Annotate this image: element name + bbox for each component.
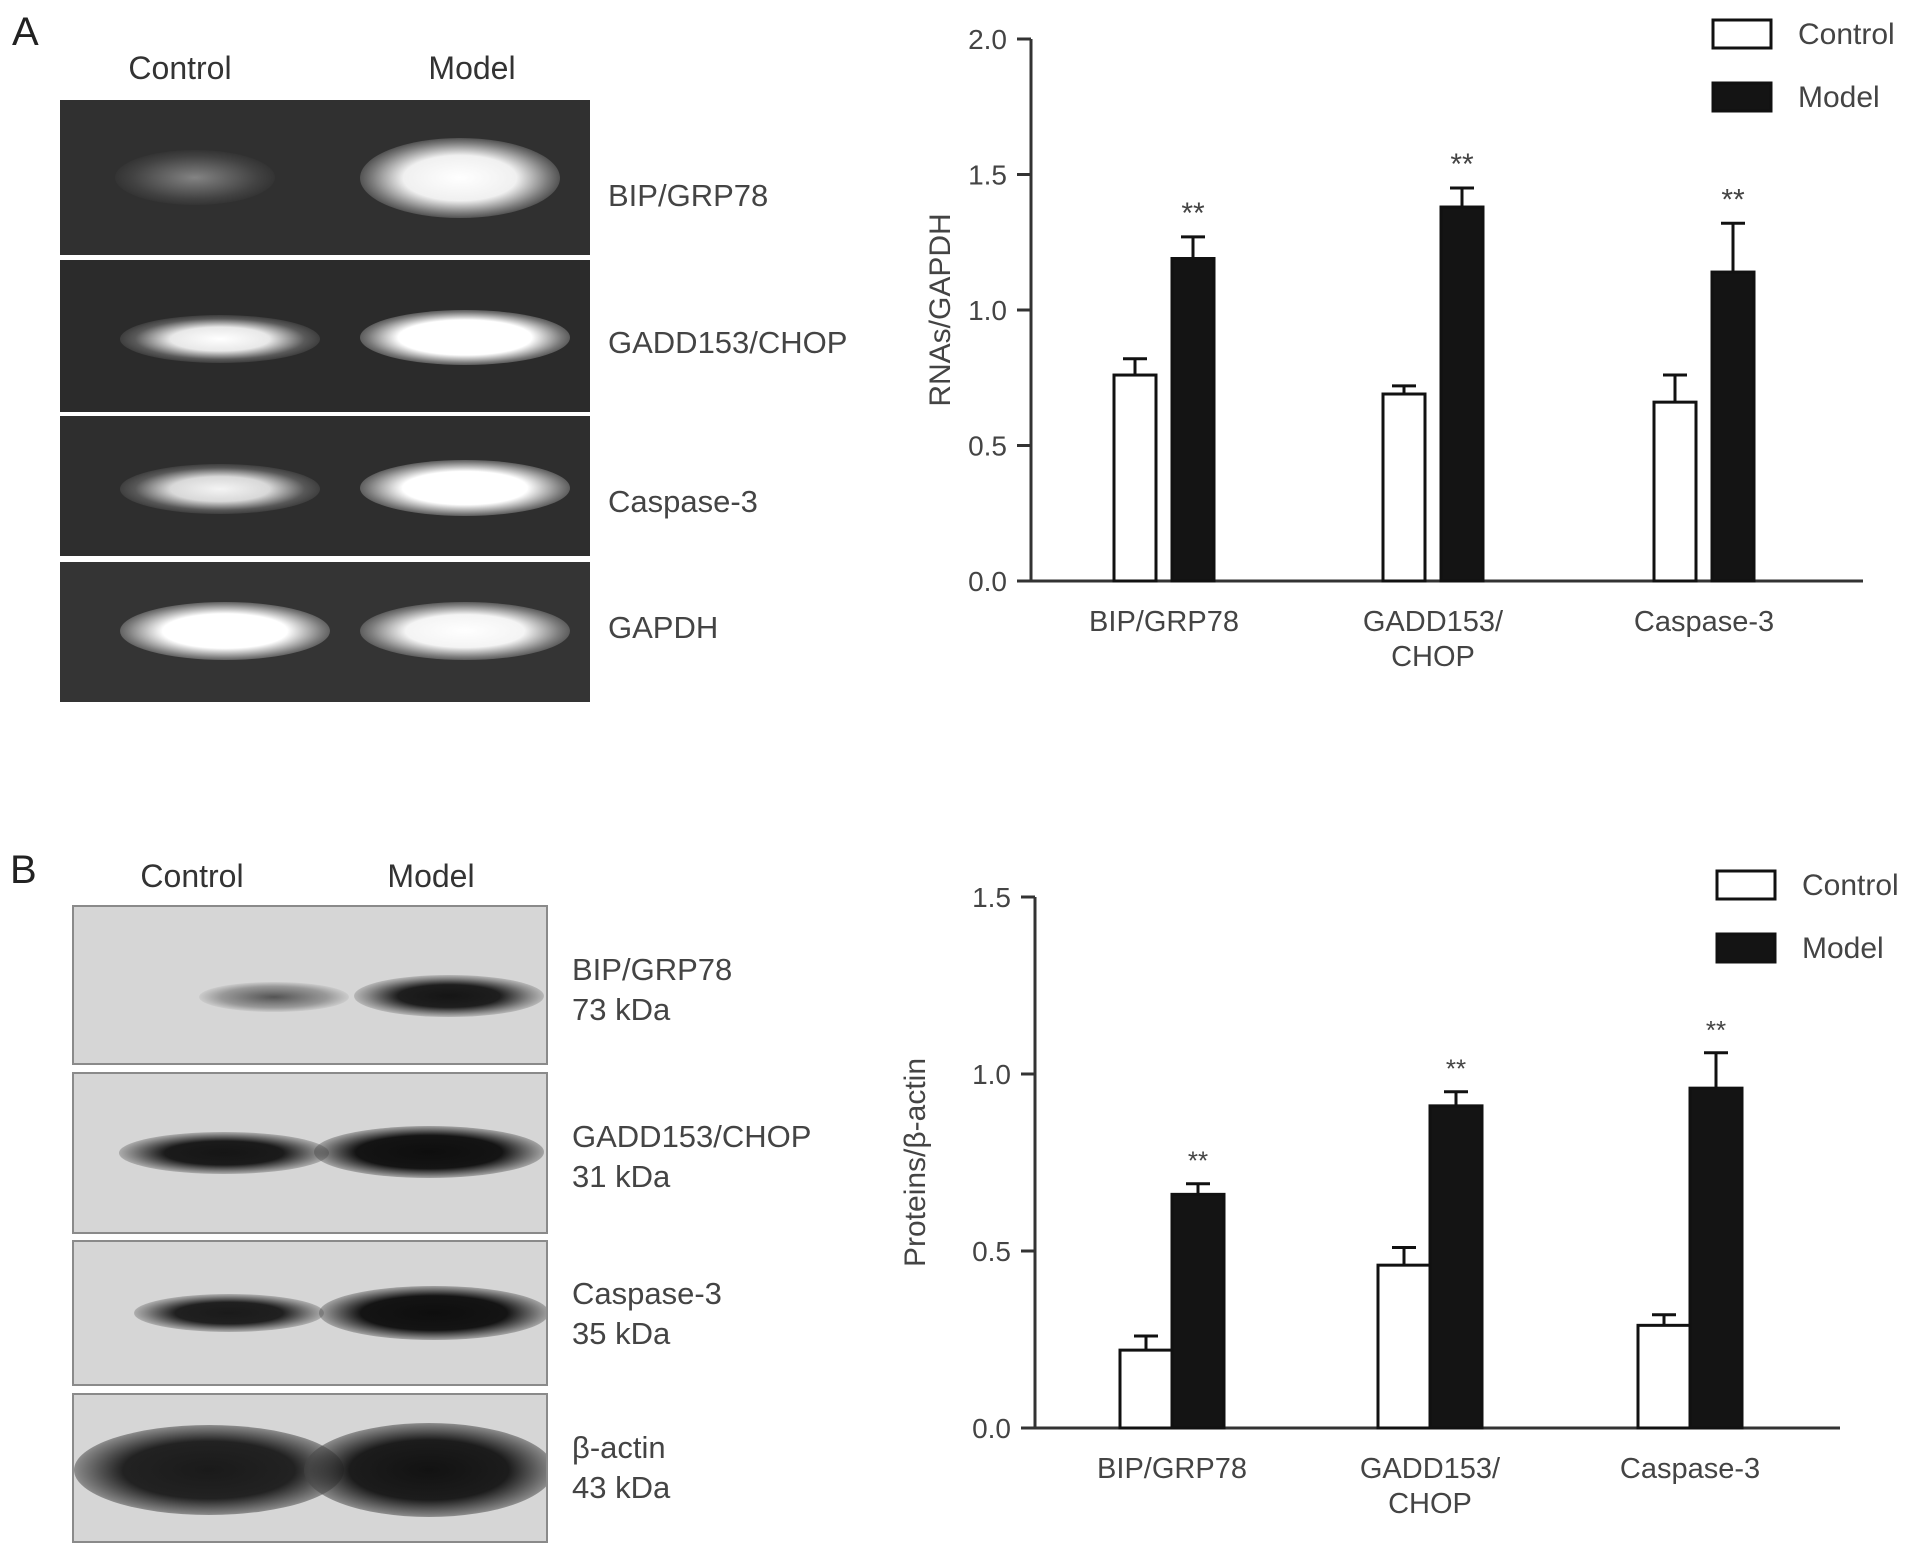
y-tick-label: 2.0 (968, 24, 1007, 55)
blot-row-actin (72, 1393, 548, 1543)
significance-marker: ** (1706, 1015, 1726, 1045)
blot-row-chop (72, 1072, 548, 1234)
lane-label-model: Model (428, 50, 516, 86)
legend-swatch (1711, 18, 1773, 50)
lane-label-control-b: Control (140, 858, 244, 894)
bar-model (1170, 257, 1216, 583)
blot-band (119, 1132, 329, 1174)
x-tick-label: CHOP (1388, 1488, 1472, 1520)
blot-protein-size: 43 kDa (572, 1470, 671, 1505)
gel-band (120, 602, 330, 660)
blot-band (199, 982, 349, 1012)
blot-band (74, 1425, 344, 1515)
legend-swatch (1715, 932, 1777, 964)
bar-control (1636, 1323, 1692, 1430)
significance-marker: ** (1721, 183, 1745, 216)
gel-band (115, 150, 275, 205)
bar-control (1118, 1348, 1174, 1430)
gel-band (360, 310, 570, 365)
y-tick-label: 0.5 (972, 1236, 1011, 1267)
panel-b-letter: B (10, 848, 37, 892)
gel-label-bip: BIP/GRP78 (608, 178, 769, 213)
gel-band (360, 138, 560, 218)
legend-swatch (1711, 81, 1773, 113)
gel-band (120, 464, 320, 514)
gel-band (120, 315, 320, 363)
blot-protein-size: 35 kDa (572, 1316, 671, 1351)
x-tick-label: Caspase-3 (1634, 606, 1774, 638)
significance-marker: ** (1181, 197, 1205, 230)
gel-band (360, 602, 570, 660)
bar-control (1381, 392, 1427, 583)
blot-band (304, 1423, 546, 1517)
significance-marker: ** (1188, 1146, 1208, 1176)
gel-label-chop: GADD153/CHOP (608, 325, 848, 360)
x-tick-label: GADD153/ (1360, 1453, 1501, 1485)
bar-model (1428, 1104, 1484, 1430)
gel-row-bip (60, 100, 590, 255)
bar-model (1439, 205, 1485, 583)
gel-row-caspase (60, 416, 590, 556)
blot-label-bip: BIP/GRP78 73 kDa (572, 950, 732, 1030)
y-axis-label: Proteins/β-actin (899, 1058, 932, 1267)
x-tick-label: BIP/GRP78 (1089, 606, 1239, 638)
lane-label-control: Control (128, 50, 232, 86)
blot-row-bip (72, 905, 548, 1065)
blot-label-actin: β-actin 43 kDa (572, 1428, 670, 1508)
gel-label-caspase: Caspase-3 (608, 484, 758, 519)
significance-marker: ** (1446, 1054, 1466, 1084)
y-tick-label: 1.0 (972, 1059, 1011, 1090)
significance-marker: ** (1450, 148, 1474, 181)
x-tick-label: BIP/GRP78 (1097, 1453, 1247, 1485)
x-tick-label: CHOP (1391, 641, 1475, 673)
y-tick-label: 1.5 (972, 882, 1011, 913)
y-axis-label: RNAs/GAPDH (924, 213, 957, 406)
blot-protein-name: BIP/GRP78 (572, 952, 733, 987)
blot-band (319, 1286, 546, 1340)
y-tick-label: 0.5 (968, 431, 1007, 462)
bar-model (1170, 1192, 1226, 1430)
bar-control (1652, 400, 1698, 583)
blot-label-caspase: Caspase-3 35 kDa (572, 1274, 722, 1354)
legend-label: Control (1802, 869, 1899, 902)
panel-a-letter: A (12, 10, 39, 54)
blot-band (134, 1294, 324, 1332)
bar-model (1688, 1086, 1744, 1430)
legend-label: Model (1802, 932, 1884, 965)
x-tick-label: GADD153/ (1363, 606, 1504, 638)
y-tick-label: 1.0 (968, 295, 1007, 326)
blot-label-chop: GADD153/CHOP 31 kDa (572, 1117, 811, 1197)
blot-protein-name: Caspase-3 (572, 1276, 722, 1311)
blot-protein-size: 31 kDa (572, 1159, 671, 1194)
blot-protein-name: β-actin (572, 1430, 666, 1465)
y-tick-label: 0.0 (972, 1413, 1011, 1444)
bar-control (1376, 1263, 1432, 1430)
blot-row-caspase (72, 1240, 548, 1386)
x-tick-label: Caspase-3 (1620, 1453, 1760, 1485)
rna-bar-chart: 0.0 0.5 1.0 1.5 2.0 RNAs/GAPDH ** BIP/GRP78 ** GA… (924, 18, 1895, 673)
blot-protein-size: 73 kDa (572, 992, 671, 1027)
gel-row-gapdh (60, 562, 590, 702)
blot-band (354, 975, 544, 1017)
gel-label-gapdh: GAPDH (608, 610, 719, 645)
legend-label: Model (1798, 81, 1880, 114)
lane-label-model-b: Model (387, 858, 475, 894)
gel-band (360, 460, 570, 516)
blot-band (314, 1126, 544, 1178)
legend-swatch (1715, 869, 1777, 901)
y-tick-label: 0.0 (968, 566, 1007, 597)
bar-model (1710, 270, 1756, 583)
bar-control (1112, 373, 1158, 583)
rt-pcr-gel (60, 100, 590, 702)
legend-label: Control (1798, 18, 1895, 51)
blot-protein-name: GADD153/CHOP (572, 1119, 812, 1154)
y-tick-label: 1.5 (968, 160, 1007, 191)
gel-row-chop (60, 260, 590, 412)
